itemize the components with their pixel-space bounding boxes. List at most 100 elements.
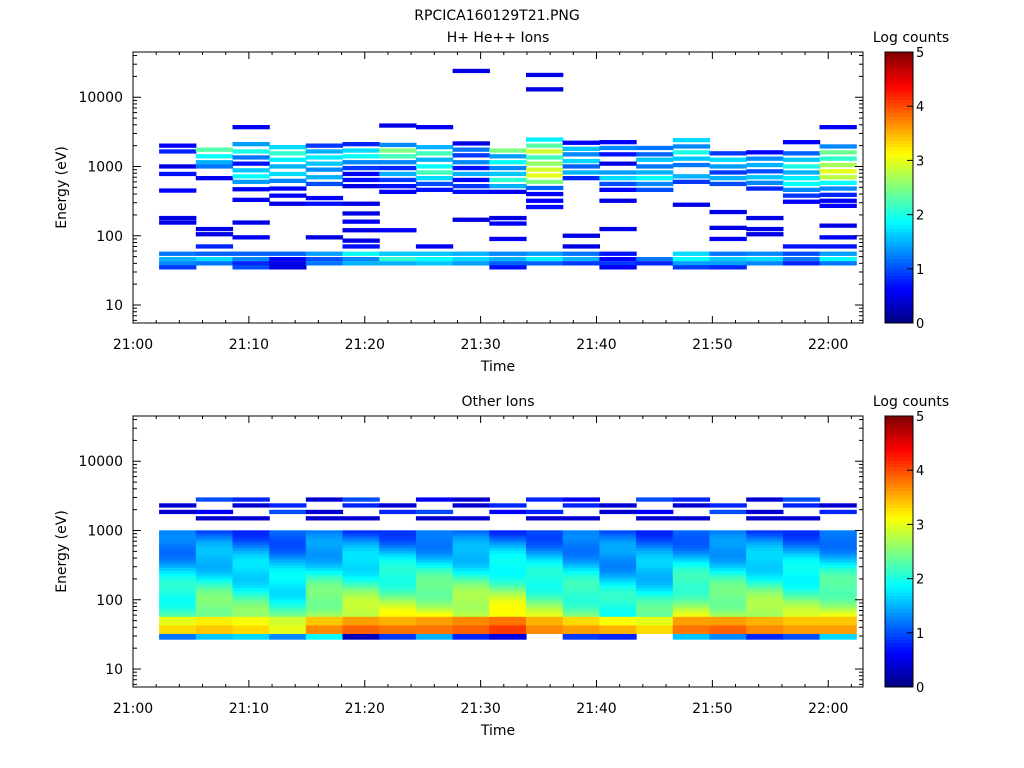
heatmap-cell xyxy=(782,157,821,162)
heatmap-cell xyxy=(672,544,711,548)
heatmap-cell xyxy=(819,257,857,262)
heatmap-cell xyxy=(452,610,490,614)
colorbar-swatch xyxy=(885,116,913,121)
heatmap-cell xyxy=(452,68,490,74)
heatmap-cell xyxy=(269,544,307,548)
heatmap-cell xyxy=(305,161,344,166)
y-tick-label: 10 xyxy=(105,662,123,678)
heatmap-cell xyxy=(379,160,417,165)
heatmap-cell xyxy=(599,257,637,262)
heatmap-cell xyxy=(746,533,784,537)
heatmap-cell xyxy=(819,599,857,603)
heatmap-cell xyxy=(782,613,821,617)
colorbar-swatch xyxy=(885,649,913,654)
heatmap-cell xyxy=(379,590,417,594)
heatmap-cell xyxy=(709,533,747,537)
heatmap-cell xyxy=(489,593,527,597)
colorbar-swatch xyxy=(885,65,913,70)
heatmap-cell xyxy=(489,215,527,221)
colorbar-swatch xyxy=(885,497,913,502)
heatmap-cell xyxy=(305,195,344,201)
colorbar-tick-label: 2 xyxy=(916,573,924,588)
heatmap-cell xyxy=(452,561,490,566)
heatmap-cell xyxy=(232,187,270,192)
colorbar-swatch xyxy=(885,268,913,273)
heatmap-cell xyxy=(672,613,711,617)
heatmap-cell xyxy=(269,587,307,591)
colorbar-frame xyxy=(884,51,914,324)
heatmap-cell xyxy=(819,581,857,586)
heatmap-cell xyxy=(379,123,417,128)
heatmap-cell xyxy=(526,509,564,515)
heatmap-cell xyxy=(636,573,674,577)
colorbar-swatch xyxy=(885,446,913,451)
heatmap-cell xyxy=(195,226,234,232)
y-axis-label: Energy (eV) xyxy=(54,146,70,229)
heatmap-cell xyxy=(746,169,784,174)
heatmap-cell xyxy=(526,610,564,614)
heatmap-cell xyxy=(159,257,197,262)
heatmap-cell xyxy=(342,567,380,571)
heatmap-cell xyxy=(672,553,711,557)
heatmap-cell xyxy=(562,497,600,502)
colorbar-swatch xyxy=(885,426,913,431)
heatmap-cell xyxy=(379,533,417,537)
heatmap-cell xyxy=(599,553,637,557)
heatmap-cell xyxy=(342,559,380,563)
heatmap-cell xyxy=(452,184,490,189)
heatmap-cell xyxy=(709,164,747,169)
heatmap-cell xyxy=(562,261,600,266)
x-tick-label: 21:40 xyxy=(576,701,616,717)
heatmap-cell xyxy=(415,538,454,543)
heatmap-cell xyxy=(452,541,490,546)
heatmap-cell xyxy=(746,538,784,543)
heatmap-cell xyxy=(746,636,784,640)
heatmap-cell xyxy=(782,576,821,580)
heatmap-cell xyxy=(562,576,600,580)
heatmap-cell xyxy=(562,146,600,151)
colorbar-swatch xyxy=(885,673,913,678)
heatmap-cell xyxy=(159,164,197,169)
heatmap-cell xyxy=(342,497,380,502)
heatmap-cell xyxy=(342,561,380,566)
heatmap-cell xyxy=(305,556,344,560)
heatmap-cell xyxy=(452,564,490,568)
heatmap-cell xyxy=(489,599,527,603)
heatmap-cell xyxy=(636,610,674,614)
heatmap-cell xyxy=(232,599,270,603)
heatmap-cell xyxy=(195,232,234,237)
heatmap-cell xyxy=(636,570,674,574)
heatmap-cell xyxy=(159,533,197,537)
heatmap-cell xyxy=(782,593,821,597)
heatmap-cell xyxy=(672,636,711,640)
heatmap-cell xyxy=(342,261,380,266)
heatmap-cell xyxy=(452,587,490,591)
heatmap-cell xyxy=(819,559,857,563)
heatmap-cell xyxy=(159,584,197,589)
heatmap-cell xyxy=(819,556,857,560)
heatmap-cell xyxy=(195,530,234,534)
heatmap-cell xyxy=(599,251,637,256)
heatmap-cell xyxy=(415,590,454,594)
heatmap-cell xyxy=(672,162,711,168)
heatmap-cell xyxy=(159,570,197,574)
colorbar-swatch xyxy=(885,585,913,590)
heatmap-cell xyxy=(819,251,857,256)
heatmap-cell xyxy=(452,627,490,632)
heatmap-cell xyxy=(599,576,637,580)
heatmap-cell xyxy=(195,624,234,629)
heatmap-cell xyxy=(415,145,454,150)
heatmap-cell xyxy=(709,630,747,634)
heatmap-cell xyxy=(782,503,821,508)
heatmap-cell xyxy=(305,622,344,626)
colorbar-swatch xyxy=(885,197,913,202)
heatmap-cell xyxy=(636,596,674,600)
heatmap-cell xyxy=(636,587,674,591)
colorbar-swatch xyxy=(885,531,913,536)
heatmap-cell xyxy=(379,636,417,640)
colorbar-swatch xyxy=(885,292,913,297)
heatmap-cell xyxy=(232,533,270,537)
heatmap-cell xyxy=(269,556,307,560)
y-tick-label: 10000 xyxy=(78,454,123,470)
y-tick-label: 100 xyxy=(96,593,123,609)
